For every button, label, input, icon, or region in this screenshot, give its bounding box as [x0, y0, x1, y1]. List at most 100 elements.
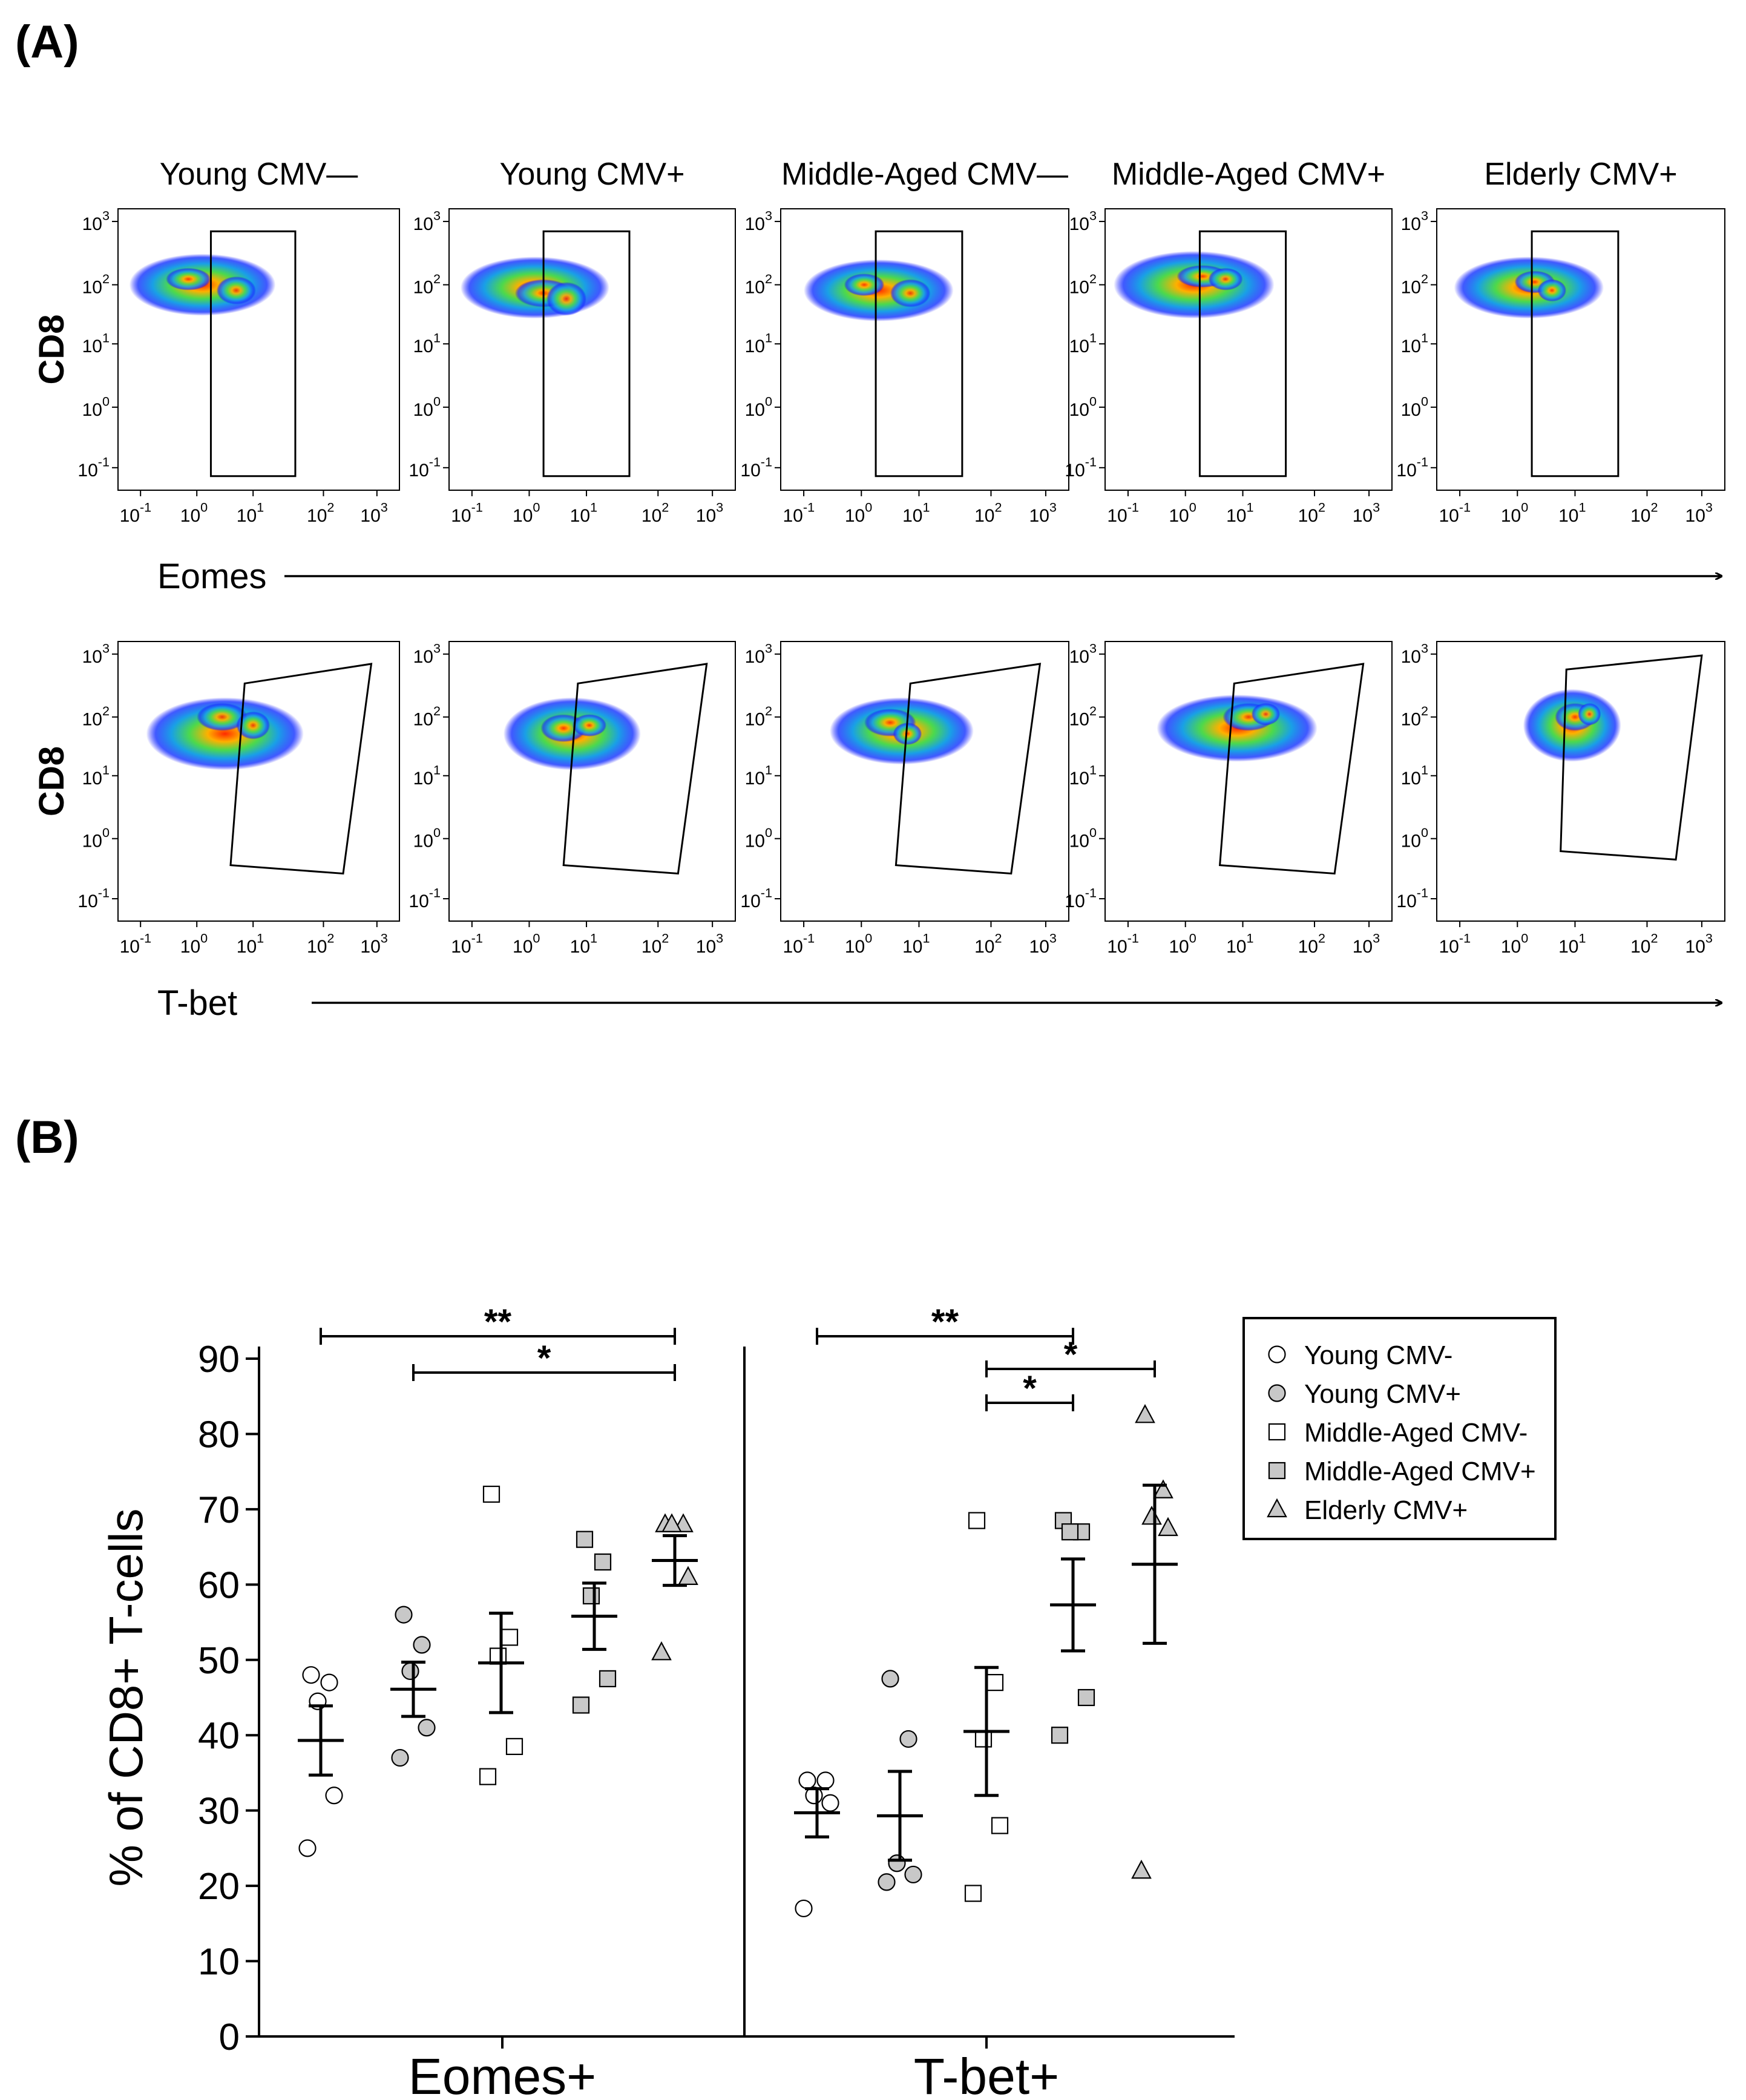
- x-tick-label: 101: [237, 931, 264, 957]
- density-cloud: [572, 714, 607, 737]
- legend-marker: [1268, 1462, 1286, 1480]
- plot-frame: [1104, 641, 1393, 922]
- x-tick-label: 100: [1501, 931, 1528, 957]
- data-point: [904, 1865, 922, 1884]
- data-point: [401, 1662, 419, 1681]
- gate: [209, 230, 297, 477]
- legend-label: Middle-Aged CMV-: [1304, 1418, 1528, 1448]
- y-tick-label: 80: [198, 1414, 240, 1455]
- series-group: [298, 1666, 344, 1857]
- data-point: [878, 1873, 896, 1891]
- legend-label: Young CMV-: [1304, 1340, 1452, 1370]
- density-cloud: [236, 711, 271, 740]
- x-tick-label: 100: [845, 500, 872, 527]
- x-tick-label: 101: [570, 500, 597, 527]
- y-tick-label: 102: [1069, 271, 1097, 298]
- x-tick-label: 102: [642, 931, 669, 957]
- x-tick-label: 102: [642, 500, 669, 527]
- gate: [875, 230, 963, 477]
- gate: [542, 230, 631, 477]
- x-tick-label: 100: [1501, 500, 1528, 527]
- y-tick-label: 10-1: [1065, 885, 1097, 912]
- significance-label: *: [1023, 1369, 1037, 1408]
- data-point: [572, 1696, 590, 1714]
- group-header: Elderly CMV+: [1484, 157, 1677, 192]
- gate: [1531, 230, 1620, 477]
- x-tick-label: 102: [1298, 931, 1325, 957]
- series-group: [794, 1771, 840, 1918]
- y-tick-label: 10-1: [740, 885, 772, 912]
- series-group: [651, 1513, 698, 1661]
- y-tick-label: 102: [82, 271, 110, 298]
- gate: [229, 663, 373, 875]
- density-cloud: [890, 279, 931, 307]
- density-cloud: [216, 276, 256, 305]
- y-tick-label: 103: [82, 640, 110, 667]
- data-point: [576, 1531, 594, 1548]
- y-axis-label: CD8: [32, 746, 71, 816]
- x-tick-label: 102: [1630, 931, 1658, 957]
- x-tick-label: 101: [902, 931, 930, 957]
- x-tick-label: 10-1: [1439, 500, 1471, 527]
- series-group: [478, 1485, 524, 1785]
- data-point: [505, 1737, 523, 1755]
- gate: [1198, 230, 1287, 477]
- x-tick-label: 102: [974, 931, 1002, 957]
- data-point: [821, 1794, 839, 1812]
- significance-label: *: [537, 1339, 551, 1378]
- y-tick-label: 100: [82, 825, 110, 851]
- y-tick-label: 101: [1401, 762, 1428, 789]
- y-tick-label: 10-1: [1396, 454, 1428, 481]
- data-point: [320, 1673, 338, 1691]
- data-point: [899, 1730, 917, 1748]
- data-point: [651, 1641, 672, 1661]
- density-plot: 103 102 101 100 10-1 10-1 100 101 102 103: [1065, 208, 1393, 527]
- density-plot: 103 102 101 100 10-1 10-1 100 101 102 103: [409, 640, 736, 957]
- x-tick-label: 10-1: [120, 931, 152, 957]
- y-tick-label: 100: [1401, 825, 1428, 851]
- gate: [1218, 663, 1365, 875]
- series-group: [1050, 1512, 1096, 1744]
- x-tick-label: 102: [1630, 500, 1658, 527]
- data-point: [391, 1748, 409, 1767]
- data-point: [395, 1606, 413, 1624]
- x-tick-label: 102: [307, 500, 334, 527]
- series-group: [877, 1670, 923, 1891]
- data-point: [888, 1854, 906, 1872]
- y-axis-title: % of CD8+ T-cells: [99, 1509, 153, 1887]
- data-point: [1061, 1523, 1079, 1541]
- x-tick-label: 100: [180, 931, 208, 957]
- plot-frame: [448, 208, 736, 491]
- data-point: [816, 1771, 835, 1790]
- density-cloud: [197, 703, 248, 731]
- data-point: [599, 1670, 617, 1687]
- x-tick-label: 103: [360, 931, 387, 957]
- density-cloud: [1251, 703, 1281, 726]
- y-tick-label: 10-1: [409, 454, 441, 481]
- density-plot: 103 102 101 100 10-1 10-1 100 101 102 103: [740, 640, 1069, 957]
- series-group: [390, 1606, 436, 1767]
- x-tick-label: 100: [513, 500, 540, 527]
- data-point: [298, 1839, 317, 1857]
- legend-marker: [1268, 1423, 1286, 1441]
- density-cloud: [1208, 267, 1243, 290]
- x-tick-label: 10-1: [120, 500, 152, 527]
- significance-bracket: *: [985, 1369, 1074, 1411]
- x-tick-label: 101: [902, 500, 930, 527]
- y-tick-label: 100: [413, 825, 441, 851]
- x-tick-label: 10-1: [1439, 931, 1471, 957]
- gate: [894, 663, 1042, 875]
- x-tick-label: 103: [696, 931, 723, 957]
- y-tick-label: 10-1: [409, 885, 441, 912]
- data-point: [964, 1885, 982, 1902]
- panel-b-dot-plot: 0 10 20 30 40 50 60 70 80 90 % of CD8+ T-cells Eome…: [99, 1302, 1557, 2100]
- legend-marker: [1267, 1498, 1287, 1518]
- x-tick-label: 10-1: [1107, 500, 1139, 527]
- data-point: [500, 1629, 519, 1646]
- x-axis-label: Eomes: [157, 557, 267, 596]
- plot-frame: [1436, 208, 1725, 491]
- legend-label: Young CMV+: [1304, 1379, 1461, 1409]
- group-header: Middle-Aged CMV—: [781, 157, 1068, 192]
- density-plot: 103 102 101 100 10-1 10-1 100 101 102 103: [409, 208, 736, 527]
